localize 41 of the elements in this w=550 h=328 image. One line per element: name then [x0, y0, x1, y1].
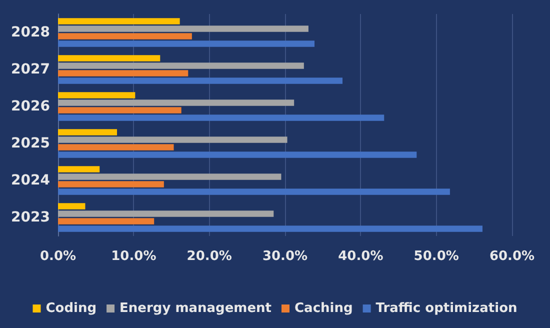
bar [58, 144, 174, 150]
x-tick-label: 40.0% [338, 249, 384, 264]
x-tick-label: 60.0% [489, 249, 535, 264]
bar [58, 166, 100, 172]
y-tick-label: 2024 [11, 172, 50, 188]
bar [58, 55, 160, 62]
y-tick-label: 2023 [11, 210, 50, 226]
bar [58, 70, 188, 76]
bar [58, 218, 154, 224]
bar [58, 210, 274, 217]
y-tick-label: 2025 [11, 136, 50, 152]
x-tick-label: 50.0% [414, 249, 459, 264]
y-tick-label: 2028 [11, 24, 50, 40]
bar [58, 92, 136, 98]
bar [58, 181, 164, 188]
bar [58, 26, 308, 32]
bar [58, 188, 450, 195]
bar [58, 107, 182, 114]
x-tick-label: 10.0% [111, 249, 156, 264]
bar [58, 174, 282, 180]
legend-label: Coding [46, 301, 97, 316]
bar [58, 152, 417, 158]
bar [58, 40, 315, 47]
y-tick-label: 2027 [11, 62, 50, 78]
bar [58, 136, 288, 143]
y-tick-label: 2026 [11, 98, 50, 114]
bar [58, 78, 343, 84]
bar [58, 129, 118, 136]
bar [58, 18, 180, 24]
legend-label: Traffic optimization [376, 301, 518, 316]
bar [58, 203, 86, 210]
bar [58, 33, 192, 40]
x-tick-label: 20.0% [186, 249, 232, 264]
bar [58, 226, 482, 232]
x-tick-label: 30.0% [262, 249, 308, 264]
legend-label: Caching [294, 301, 353, 316]
bar [58, 62, 304, 69]
bar [58, 114, 384, 121]
bar [58, 100, 294, 106]
x-tick-label: 0.0% [40, 249, 76, 264]
legend-label: Energy management [120, 301, 272, 316]
